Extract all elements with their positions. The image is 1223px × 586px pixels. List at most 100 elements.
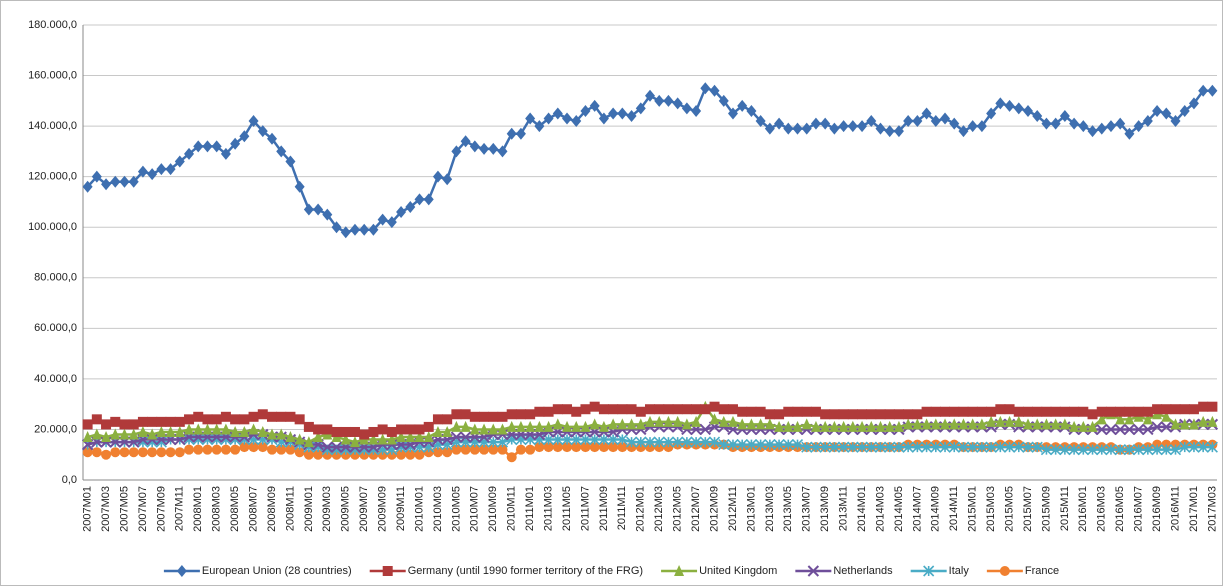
marker	[377, 433, 388, 445]
marker	[479, 411, 490, 422]
marker	[1133, 406, 1144, 417]
marker	[1179, 404, 1190, 415]
marker	[691, 104, 702, 117]
marker	[930, 406, 941, 417]
marker	[267, 444, 277, 455]
marker	[303, 203, 314, 216]
y-tick-label: 140.000,0	[28, 120, 77, 132]
marker	[174, 155, 185, 168]
marker	[874, 441, 887, 453]
marker	[368, 433, 379, 445]
marker	[1003, 441, 1016, 453]
marker	[1041, 406, 1052, 417]
marker	[1050, 117, 1061, 130]
marker	[176, 565, 187, 577]
marker	[921, 107, 932, 120]
marker	[1050, 418, 1061, 430]
marker	[442, 425, 453, 437]
marker	[91, 447, 102, 458]
marker	[267, 411, 277, 422]
marker	[727, 415, 738, 427]
marker	[119, 447, 130, 458]
marker	[856, 441, 868, 453]
marker	[911, 441, 923, 453]
marker	[405, 449, 416, 460]
marker	[368, 223, 379, 236]
marker	[645, 404, 655, 415]
marker	[930, 441, 942, 453]
marker	[617, 404, 628, 415]
marker	[617, 442, 628, 453]
marker	[423, 421, 434, 432]
marker	[773, 439, 785, 451]
marker	[294, 414, 305, 425]
marker	[755, 115, 766, 128]
marker	[488, 411, 499, 422]
x-tick-label: 2010M09	[487, 486, 499, 532]
marker	[829, 409, 840, 420]
marker	[718, 404, 729, 415]
marker	[1040, 444, 1053, 456]
marker	[580, 104, 591, 117]
marker	[202, 444, 213, 455]
marker	[525, 444, 536, 455]
marker	[635, 418, 646, 430]
marker	[1105, 444, 1117, 456]
marker	[764, 439, 776, 451]
marker	[1170, 404, 1181, 415]
marker	[276, 145, 287, 158]
marker	[515, 433, 527, 446]
y-tick-label: 100.000,0	[28, 221, 77, 233]
marker	[598, 442, 609, 453]
marker	[110, 428, 121, 440]
marker	[1023, 406, 1033, 417]
marker	[727, 439, 739, 451]
marker	[119, 428, 130, 440]
x-tick-label: 2014M05	[893, 486, 905, 532]
marker	[1078, 120, 1089, 133]
marker	[193, 411, 204, 422]
marker	[396, 424, 407, 435]
marker	[1023, 104, 1033, 117]
marker	[940, 112, 951, 125]
marker	[543, 420, 554, 432]
x-tick-label: 2009M03	[321, 486, 333, 532]
marker	[359, 429, 370, 440]
legend-label: Netherlands	[833, 565, 893, 577]
marker	[608, 107, 619, 120]
marker	[807, 565, 820, 577]
marker	[608, 418, 619, 430]
marker	[1170, 418, 1181, 430]
marker	[562, 442, 573, 453]
marker	[746, 418, 757, 430]
x-tick-label: 2010M03	[432, 486, 444, 532]
marker	[866, 115, 877, 128]
marker	[1004, 415, 1015, 427]
marker	[930, 418, 941, 430]
marker	[552, 404, 563, 415]
marker	[672, 436, 684, 448]
marker	[202, 140, 213, 153]
marker	[1059, 444, 1071, 456]
x-tick-label: 2013M05	[782, 486, 794, 532]
marker	[718, 94, 729, 107]
marker	[709, 413, 720, 425]
marker	[340, 426, 351, 437]
marker	[506, 452, 517, 463]
marker	[718, 415, 729, 427]
marker	[1207, 401, 1218, 412]
marker	[1198, 415, 1209, 427]
x-tick-label: 2009M01	[303, 486, 315, 532]
marker	[589, 418, 600, 430]
legend-label: European Union (28 countries)	[202, 565, 352, 577]
marker	[1096, 444, 1108, 456]
marker	[525, 409, 536, 420]
marker	[1105, 120, 1116, 133]
marker	[349, 426, 360, 437]
x-tick-label: 2008M11	[284, 486, 296, 531]
marker	[442, 173, 453, 186]
marker	[331, 221, 342, 234]
marker	[386, 444, 398, 456]
y-tick-label: 80.000,0	[34, 272, 77, 284]
